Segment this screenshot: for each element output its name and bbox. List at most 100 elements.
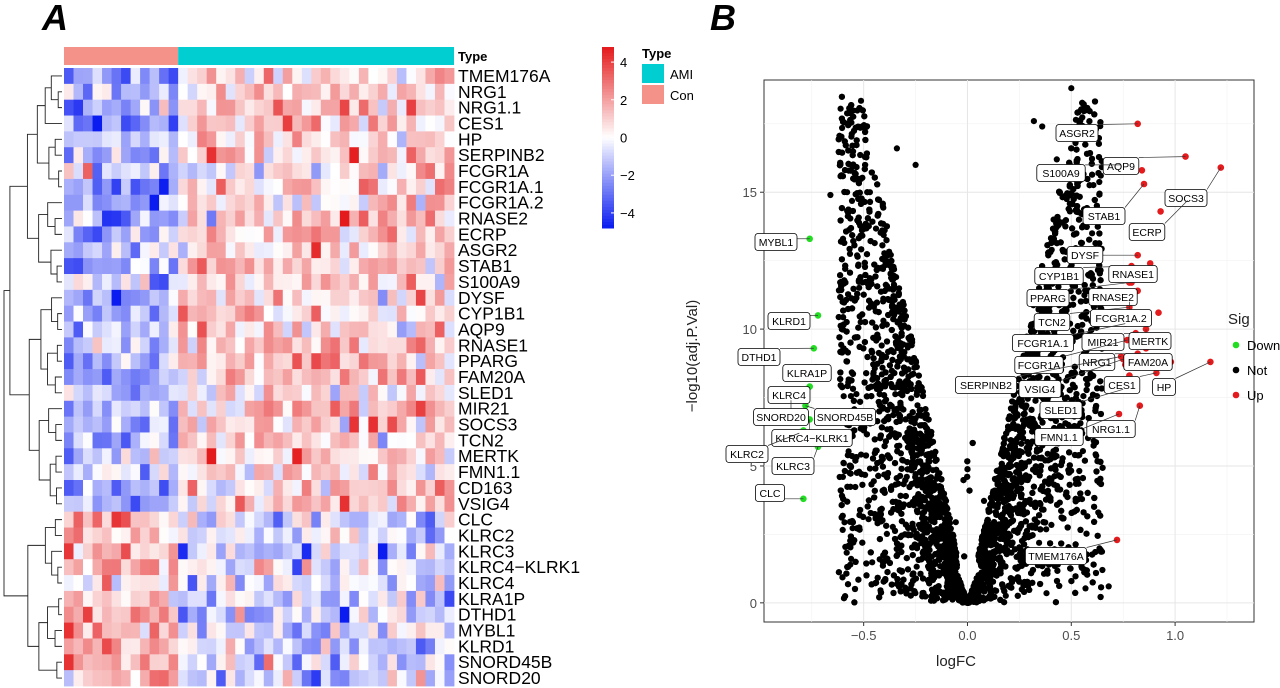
heatmap-cell <box>73 495 84 513</box>
heatmap-cell <box>368 68 379 85</box>
heatmap-cell <box>206 289 217 307</box>
heatmap-cell <box>244 258 255 275</box>
heatmap-cell <box>244 99 255 116</box>
heatmap-cell <box>102 670 112 687</box>
dendrogram-branch <box>40 309 52 370</box>
heatmap-cell <box>149 480 160 497</box>
heatmap-cell <box>396 68 407 85</box>
heatmap-cell <box>216 527 227 544</box>
heatmap-cell <box>130 480 141 497</box>
heatmap-cell <box>263 559 274 576</box>
heatmap-cell <box>254 68 265 85</box>
heatmap-cell <box>197 416 208 433</box>
point-not <box>847 393 855 400</box>
heatmap-cell <box>301 606 312 624</box>
colorbar-step <box>602 221 614 226</box>
heatmap-cell <box>130 606 141 624</box>
heatmap-cell <box>330 464 341 481</box>
type-legend-label: Con <box>670 88 694 103</box>
heatmap-cell <box>235 115 246 132</box>
heatmap-cell <box>406 464 417 481</box>
heatmap-cell <box>149 638 160 655</box>
heatmap-cell <box>301 575 312 592</box>
heatmap-cell <box>444 131 455 148</box>
heatmap-cell <box>64 226 74 243</box>
heatmap-cell <box>102 99 112 116</box>
heatmap-cell <box>320 590 331 608</box>
heatmap-cell <box>339 606 350 624</box>
heatmap-cell <box>415 305 426 322</box>
dendrogram-branch <box>48 408 62 433</box>
heatmap-cell <box>368 480 379 497</box>
heatmap-cell <box>330 210 341 227</box>
heatmap-cell <box>225 226 236 243</box>
heatmap-cell <box>225 305 236 322</box>
heatmap-cell <box>225 99 236 116</box>
heatmap-cell <box>73 369 84 386</box>
point-not <box>883 530 891 538</box>
heatmap-cell <box>73 305 84 322</box>
dendrogram-branch <box>50 75 62 101</box>
heatmap-cell <box>102 416 112 433</box>
heatmap-cell <box>140 495 151 513</box>
dendrogram-branch <box>56 487 62 505</box>
heatmap-cell <box>368 448 379 465</box>
heatmap-cell <box>159 115 170 132</box>
heatmap-cell <box>254 432 265 449</box>
heatmap-cell <box>311 638 322 655</box>
heatmap-cell <box>244 194 255 212</box>
heatmap-cell <box>311 274 322 291</box>
heatmap-cell <box>254 495 265 513</box>
heatmap-cell <box>102 226 112 243</box>
heatmap-cell <box>149 68 160 85</box>
heatmap-cell <box>216 590 227 608</box>
heatmap-cell <box>415 131 426 148</box>
heatmap-cell <box>396 527 407 544</box>
heatmap-cell <box>64 321 74 338</box>
point-not <box>855 576 862 583</box>
heatmap-cell <box>377 99 388 116</box>
heatmap-cell <box>225 258 236 275</box>
heatmap-cell <box>92 400 103 418</box>
heatmap-cell <box>235 575 246 592</box>
heatmap-cell <box>216 178 227 196</box>
heatmap-cell <box>282 210 293 227</box>
gene-label: KLRA1P <box>458 589 525 609</box>
heatmap-cell <box>225 416 236 433</box>
heatmap-cell <box>92 83 103 101</box>
point-not <box>1093 452 1100 459</box>
heatmap-cell <box>168 559 179 576</box>
heatmap-cell <box>368 274 379 291</box>
heatmap-cell <box>387 432 398 449</box>
heatmap-cell <box>102 115 112 132</box>
heatmap-cell <box>330 83 341 101</box>
heatmap-cell <box>330 400 341 418</box>
heatmap-cell <box>225 654 236 671</box>
colorbar-step <box>602 119 614 123</box>
heatmap-cell <box>377 638 388 655</box>
heatmap-cell <box>444 163 455 180</box>
heatmap-cell <box>197 606 208 624</box>
heatmap-cell <box>282 163 293 180</box>
heatmap-cell <box>244 448 255 465</box>
heatmap-cell <box>368 337 379 354</box>
heatmap-cell <box>434 242 445 259</box>
heatmap-cell <box>92 369 103 386</box>
colorbar-step <box>602 65 614 69</box>
dendrogram-branch <box>57 313 62 330</box>
heatmap-cell <box>339 511 350 528</box>
heatmap-cell <box>140 68 151 85</box>
heatmap-cell <box>83 416 93 433</box>
heatmap-cell <box>216 654 227 671</box>
heatmap-cell <box>387 226 398 243</box>
heatmap-cell <box>187 178 198 196</box>
heatmap-cell <box>130 242 141 259</box>
heatmap-cell <box>225 448 236 465</box>
heatmap-cell <box>244 289 255 307</box>
heatmap-cell <box>406 369 417 386</box>
heatmap-cell <box>73 432 84 449</box>
colorbar-tick-label: −4 <box>620 206 635 221</box>
heatmap-cell <box>358 369 369 386</box>
heatmap-cell <box>406 480 417 497</box>
point-not <box>865 516 872 523</box>
